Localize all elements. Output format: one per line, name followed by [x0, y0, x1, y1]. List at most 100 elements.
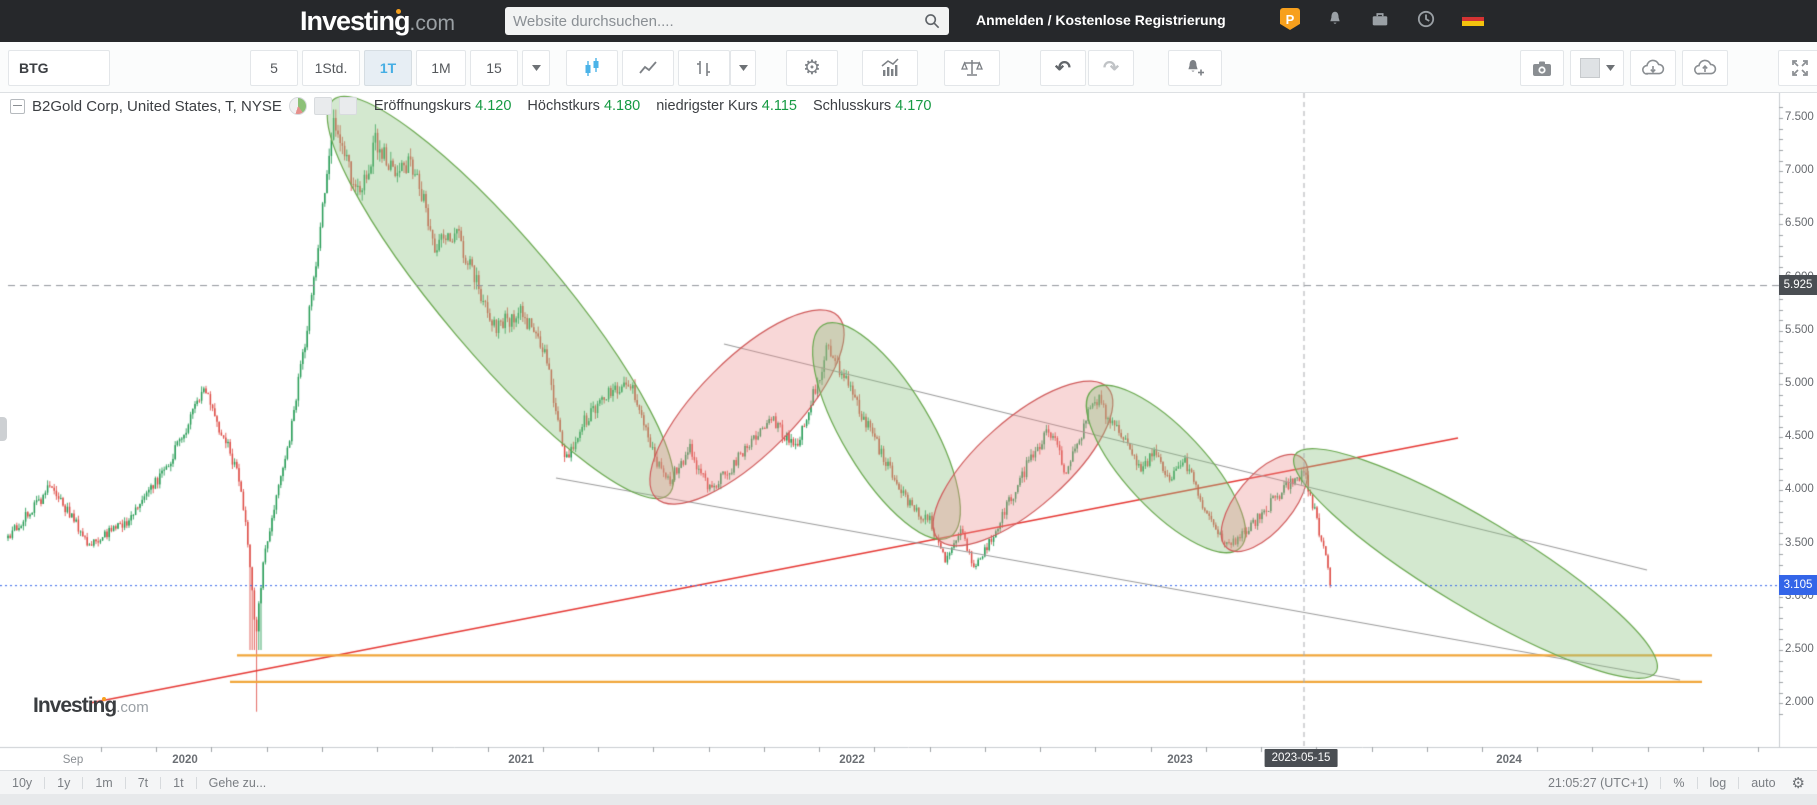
range-1m-button[interactable]: 1m	[95, 775, 113, 790]
chart-type-ohlc-button[interactable]	[678, 50, 730, 86]
line-chart-icon	[639, 61, 657, 74]
save-chart-button[interactable]	[1682, 50, 1728, 86]
redo-button[interactable]: ↷	[1088, 50, 1134, 86]
chart-plot-area: B2Gold Corp, United States, T, NYSE Eröf…	[0, 93, 1817, 755]
chevron-down-icon	[738, 65, 748, 71]
recent-clock-icon[interactable]	[1416, 9, 1436, 29]
close-label: Schlusskurs	[813, 98, 892, 114]
open-label: Eröffnungskurs	[373, 98, 472, 114]
clock-readout: 21:05:27 (UTC+1)	[1547, 775, 1649, 790]
last-price-badge: 3.105	[1779, 575, 1817, 595]
undo-arrow-icon: ↶	[1055, 57, 1071, 79]
cloud-upload-icon	[1694, 59, 1717, 75]
camera-icon	[1533, 61, 1551, 76]
symbol-input[interactable]: BTG	[8, 50, 110, 86]
load-chart-button[interactable]	[1630, 50, 1676, 86]
search-icon[interactable]	[923, 12, 941, 30]
percent-scale-button[interactable]: %	[1673, 775, 1685, 790]
indicators-button[interactable]	[862, 50, 918, 86]
timeframe-1month-button[interactable]: 1M	[416, 50, 466, 86]
price-tick-label: 4.500	[1785, 430, 1814, 443]
investing-logo[interactable]: Investing.com	[300, 6, 455, 37]
price-chart-canvas[interactable]	[0, 93, 1817, 755]
compare-button[interactable]	[944, 50, 1000, 86]
price-tick-label: 7.500	[1785, 111, 1814, 123]
time-tick-label: 2022	[839, 754, 865, 766]
range-7d-button[interactable]: 7t	[137, 775, 149, 790]
notifications-bell-icon[interactable]	[1326, 9, 1344, 29]
divider	[1660, 776, 1662, 789]
axis-settings-gear-icon[interactable]: ⚙	[1791, 774, 1805, 792]
portfolio-briefcase-icon[interactable]	[1370, 9, 1390, 29]
ohlc-bars-icon	[697, 61, 710, 76]
signin-register-link[interactable]: Anmelden / Kostenlose Registrierung	[976, 12, 1226, 28]
site-header: Investing.com Website durchsuchen.... An…	[0, 0, 1817, 42]
time-tick-label: 2023	[1167, 754, 1193, 766]
color-swatch	[1579, 58, 1600, 78]
watermark-tld-text: .com	[116, 699, 149, 716]
log-scale-button[interactable]: log	[1709, 775, 1727, 790]
crosshair-date-badge: 2023-05-15	[1264, 749, 1338, 767]
site-search-input[interactable]: Website durchsuchen....	[505, 7, 949, 35]
price-tick-label: 4.000	[1785, 483, 1814, 496]
chart-title: B2Gold Corp, United States, T, NYSE	[32, 97, 282, 115]
logo-text: Investing	[300, 6, 411, 36]
divider	[1738, 776, 1740, 789]
range-1y-button[interactable]: 1y	[57, 775, 71, 790]
fullscreen-button[interactable]	[1778, 50, 1817, 86]
chart-settings-button[interactable]: ⚙	[786, 50, 838, 86]
price-tick-label: 5.500	[1785, 323, 1814, 336]
legend-action-icon-2[interactable]	[338, 97, 357, 115]
high-label: Höchstkurs	[527, 98, 600, 114]
price-tick-label: 2.500	[1785, 643, 1814, 655]
investing-pro-icon[interactable]: P	[1280, 8, 1300, 30]
low-value: 4.115	[761, 98, 797, 114]
timeframe-5min-button[interactable]: 5	[250, 50, 298, 86]
divider	[82, 776, 84, 789]
logo-tld-text: .com	[409, 12, 456, 35]
marked-price-badge: 5.925	[1779, 275, 1817, 295]
chart-legend: B2Gold Corp, United States, T, NYSE Eröf…	[10, 97, 931, 115]
chart-type-candlestick-button[interactable]	[566, 50, 618, 86]
timeframe-15min-button[interactable]: 15	[470, 50, 518, 86]
timeframe-1hour-button[interactable]: 1Std.	[302, 50, 360, 86]
time-axis[interactable]: 2023-05-15 Sep 2020 2021 2022 2023 2024	[0, 747, 1817, 770]
chevron-down-icon	[1605, 65, 1615, 71]
chart-watermark: Investing.com	[33, 694, 149, 718]
legend-collapse-icon[interactable]	[10, 98, 25, 114]
chart-toolbar: BTG 5 1Std. 1T 1M 15	[0, 42, 1817, 93]
undo-button[interactable]: ↶	[1040, 50, 1086, 86]
price-tick-label: 5.000	[1785, 377, 1814, 389]
gear-icon: ⚙	[803, 57, 821, 79]
timeframe-dropdown-caret[interactable]	[522, 50, 550, 86]
range-1d-button[interactable]: 1t	[173, 775, 184, 790]
legend-action-icon-1[interactable]	[313, 97, 332, 115]
goto-date-button[interactable]: Gehe zu...	[208, 775, 267, 790]
time-tick-label: Sep	[62, 754, 84, 766]
create-alert-button[interactable]	[1168, 50, 1222, 86]
left-panel-handle[interactable]	[0, 417, 7, 441]
redo-arrow-icon: ↷	[1103, 57, 1119, 79]
chart-type-line-button[interactable]	[622, 50, 674, 86]
expand-fullscreen-icon	[1792, 60, 1808, 76]
legend-mini-chart-icon[interactable]	[288, 97, 307, 115]
divider	[160, 776, 162, 789]
chart-type-dropdown-caret[interactable]	[730, 50, 756, 86]
watermark-orange-dot	[102, 697, 106, 701]
time-tick-label: 2024	[1496, 754, 1522, 766]
timeframe-1day-button[interactable]: 1T	[364, 50, 412, 86]
watermark-text: Investing	[33, 694, 117, 717]
screenshot-button[interactable]	[1520, 50, 1564, 86]
open-value: 4.120	[475, 98, 512, 114]
auto-scale-button[interactable]: auto	[1751, 775, 1776, 790]
divider	[124, 776, 126, 789]
search-placeholder: Website durchsuchen....	[513, 12, 674, 30]
divider	[44, 776, 46, 789]
ohlc-legend: Eröffnungskurs 4.120 Höchstkurs 4.180 nied…	[374, 98, 932, 114]
range-10y-button[interactable]: 10y	[12, 775, 33, 790]
language-flag-germany-icon[interactable]	[1462, 12, 1484, 27]
divider	[1696, 776, 1698, 789]
background-color-button[interactable]	[1570, 50, 1624, 86]
range-toolbar: 10y 1y 1m 7t 1t Gehe zu... 21:05:27 (UTC…	[0, 770, 1817, 794]
